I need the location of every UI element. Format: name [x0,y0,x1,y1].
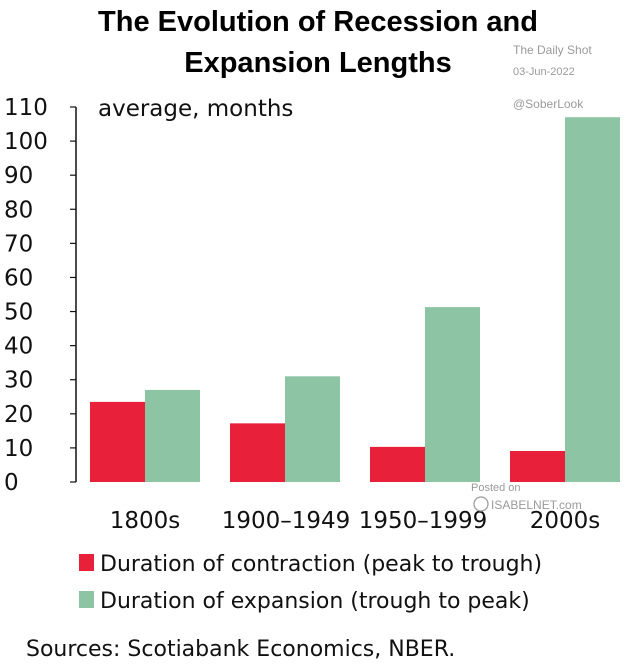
y-tick-label-20: 20 [4,402,33,428]
source-note: Sources: Scotiabank Economics, NBER. [26,637,455,662]
category-label-1900-1949: 1900–1949 [222,508,351,534]
bar-expansion-2 [425,307,480,482]
bar-contraction-1 [230,423,285,482]
unit-label: average, months [98,96,293,122]
y-tick-label-30: 30 [4,368,33,394]
y-tick-label-70: 70 [4,231,33,257]
y-tick-label-60: 60 [4,265,33,291]
bar-expansion-3 [565,117,620,483]
globe-icon [473,496,489,512]
y-ticks: 0 10 20 30 40 50 60 70 80 90 100 110 [4,95,76,496]
chart-title-line-1: The Evolution of Recession and [98,6,538,38]
y-tick-label-0: 0 [4,470,19,496]
bar-expansion-1 [285,376,340,482]
watermark-handle: @SoberLook [513,97,584,111]
bar-contraction-2 [370,446,425,482]
legend-label-contraction: Duration of contraction (peak to trough) [100,552,542,577]
bars [90,117,620,483]
y-tick-label-40: 40 [4,334,33,360]
y-tick-label-10: 10 [4,436,33,462]
y-tick-label-110: 110 [4,95,48,121]
bar-contraction-0 [90,401,145,482]
y-tick-label-80: 80 [4,197,33,223]
y-tick-label-50: 50 [4,300,33,326]
bar-contraction-3 [510,450,565,482]
watermark-posted-on: Posted on [471,482,521,494]
chart-title-line-2: Expansion Lengths [184,47,451,79]
y-tick-label-90: 90 [4,163,33,189]
watermark-publisher: The Daily Shot [513,43,592,57]
legend-swatch-contraction [79,554,94,571]
legend-label-expansion: Duration of expansion (trough to peak) [100,589,530,614]
y-tick-label-100: 100 [4,129,48,155]
category-label-2000s: 2000s [530,508,601,534]
isabelnet-watermark: Posted on ISABELNET.com [471,482,582,512]
bar-expansion-0 [145,389,200,482]
watermark-site: ISABELNET.com [491,498,582,512]
legend-swatch-expansion [79,591,94,608]
category-label-1800s: 1800s [110,508,181,534]
legend: Duration of contraction (peak to trough)… [79,552,542,614]
watermark-date: 03-Jun-2022 [513,66,575,78]
category-label-1950-1999: 1950–1999 [359,508,488,534]
